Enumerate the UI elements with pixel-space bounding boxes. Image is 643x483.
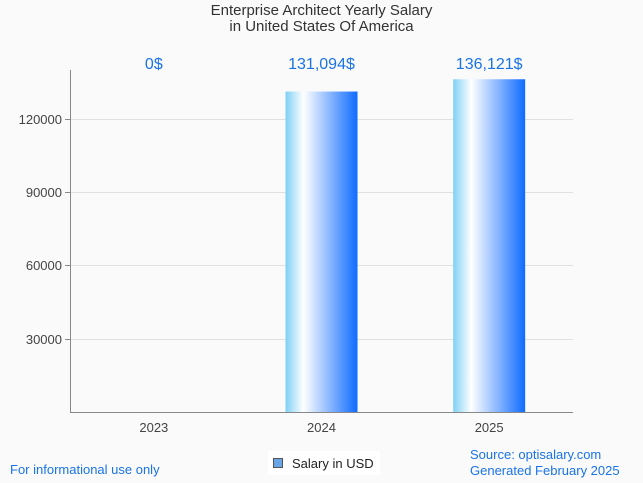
legend-swatch [273,458,283,468]
disclaimer-text: For informational use only [10,462,160,477]
generated-text: Generated February 2025 [470,463,620,478]
data-label: 136,121$ [456,56,523,73]
y-tick-labels: 30000 60000 90000 120000 [19,112,62,347]
y-tick-label: 120000 [19,112,62,127]
legend-label: Salary in USD [292,455,374,471]
chart-title-line-2: in United States Of America [229,18,414,35]
x-tick-label: 2024 [307,420,336,435]
axes [70,70,573,413]
bar [453,79,526,413]
data-label: 131,094$ [288,56,355,73]
y-tick-label: 30000 [26,332,62,347]
x-tick-label: 2023 [139,420,168,435]
data-labels: 0$ 131,094$ 136,121$ [145,56,523,73]
bars [285,79,526,413]
source-text: Source: optisalary.com [470,447,602,462]
y-tick-label: 60000 [26,258,62,273]
source-info: Source: optisalary.com Generated Februar… [470,447,620,479]
chart-title: Enterprise Architect Yearly Salary in Un… [0,3,643,35]
y-tick-label: 90000 [26,185,62,200]
data-label: 0$ [145,56,163,73]
x-tick-label: 2025 [475,420,504,435]
bar [285,91,358,412]
x-tick-labels: 2023 2024 2025 [139,420,503,435]
legend: Salary in USD [268,451,380,475]
chart-title-line-1: Enterprise Architect Yearly Salary [210,2,433,19]
